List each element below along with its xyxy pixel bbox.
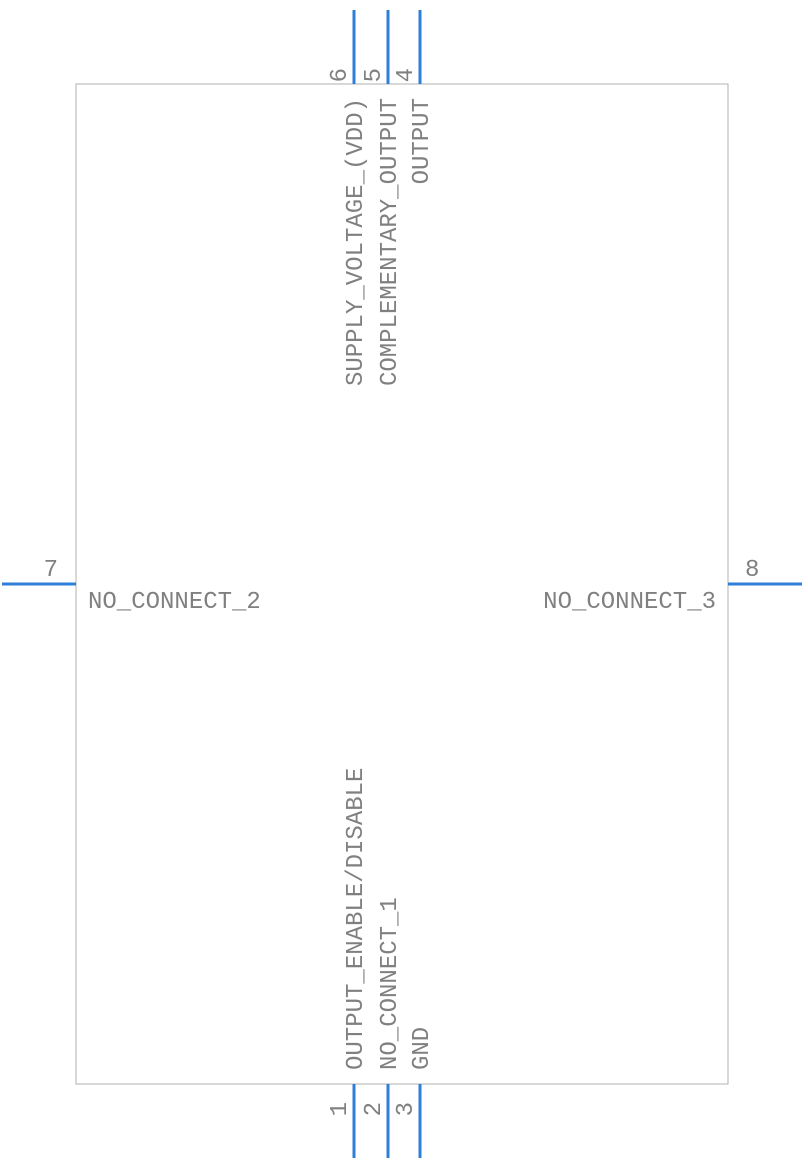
pin-label-6: SUPPLY_VOLTAGE_(VDD) [343,98,370,386]
pin-label-5: COMPLEMENTARY_OUTPUT [377,98,404,386]
pin-number-2: 2 [361,1102,388,1116]
pin-number-1: 1 [327,1102,354,1116]
pin-number-7: 7 [44,557,58,584]
schematic-symbol: 7 NO_CONNECT_2 8 NO_CONNECT_3 6 SUPPLY_VOLTAG… [0,0,808,1168]
pin-number-4: 4 [393,68,420,82]
pin-label-2: NO_CONNECT_1 [377,897,404,1070]
pin-label-1: OUTPUT_ENABLE/DISABLE [343,768,370,1070]
pin-label-7: NO_CONNECT_2 [88,589,261,616]
pin-label-8: NO_CONNECT_3 [543,589,716,616]
pin-number-3: 3 [393,1102,420,1116]
pin-number-5: 5 [361,68,388,82]
pin-label-3: GND [409,1027,436,1070]
pin-number-6: 6 [327,68,354,82]
pin-label-4: OUTPUT [409,98,436,184]
pin-number-8: 8 [745,557,759,584]
